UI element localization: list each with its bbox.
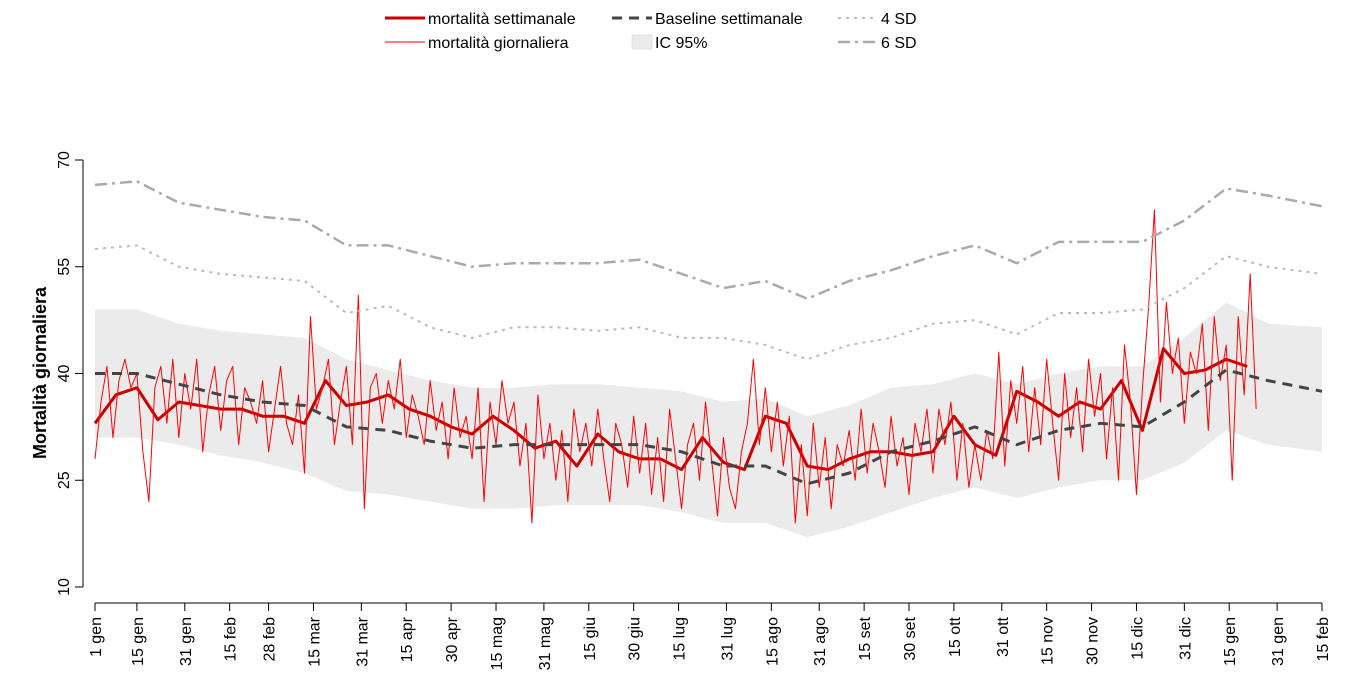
x-tick-label: 15 mar [306, 616, 323, 666]
confidence-band [95, 302, 1322, 538]
x-tick-label: 31 dic [1177, 617, 1194, 660]
legend-label: mortalità giornaliera [428, 35, 569, 52]
legend-item: mortalità giornaliera [385, 35, 569, 52]
legend-item: mortalità settimanale [385, 11, 576, 28]
x-tick-label: 15 giu [582, 617, 599, 661]
series-line [94, 180, 1323, 301]
x-tick-label: 15 nov [1040, 617, 1057, 665]
legend-label: 6 SD [881, 35, 917, 52]
legend-swatch [631, 34, 653, 50]
legend-label: 4 SD [881, 11, 917, 28]
legend-item: Baseline settimanale [612, 11, 803, 28]
y-tick-label: 10 [56, 578, 73, 596]
y-axis-label: Mortalità giornaliera [30, 286, 50, 459]
x-tick-label: 15 gen [130, 617, 147, 666]
x-tick-label: 30 giu [627, 617, 644, 661]
legend-item: 4 SD [838, 11, 917, 28]
x-tick-label: 15 gen [1222, 617, 1239, 666]
series-line [94, 209, 1257, 524]
x-tick-label: 30 nov [1085, 617, 1102, 665]
series-line [94, 244, 1323, 361]
legend-item: 6 SD [838, 35, 917, 52]
x-tick-label: 30 apr [444, 616, 461, 662]
x-tick-label: 31 mag [537, 617, 554, 670]
x-tick-label: 28 feb [262, 617, 279, 662]
legend-item: IC 95% [631, 34, 707, 52]
x-tick-label: 15 lug [672, 617, 689, 661]
y-tick-label: 25 [56, 471, 73, 489]
x-tick-label: 15 apr [399, 616, 416, 662]
x-tick-label: 15 ott [947, 616, 964, 657]
series-line [93, 347, 1248, 472]
legend-label: mortalità settimanale [428, 11, 576, 28]
legend-label: Baseline settimanale [655, 11, 803, 28]
x-tick-label: 15 set [857, 616, 874, 660]
x-tick-label: 31 gen [1270, 617, 1287, 666]
x-tick-label: 15 feb [1315, 617, 1332, 662]
x-tick-label: 15 feb [223, 617, 240, 662]
x-tick-label: 30 set [902, 616, 919, 660]
x-tick-label: 31 gen [178, 617, 195, 666]
series-line [95, 368, 1323, 486]
x-tick-label: 15 dic [1129, 617, 1146, 660]
y-tick-label: 40 [56, 365, 73, 383]
x-tick-label: 15 ago [764, 617, 781, 666]
legend-label: IC 95% [655, 35, 707, 52]
x-tick-label: 31 ott [995, 616, 1012, 657]
x-tick-label: 31 lug [719, 617, 736, 661]
x-tick-label: 1 gen [88, 617, 105, 657]
x-tick-label: 15 mag [489, 617, 506, 670]
x-tick-label: 31 ago [812, 617, 829, 666]
y-tick-label: 55 [56, 258, 73, 276]
x-tick-label: 31 mar [354, 616, 371, 666]
y-tick-label: 70 [56, 151, 73, 169]
